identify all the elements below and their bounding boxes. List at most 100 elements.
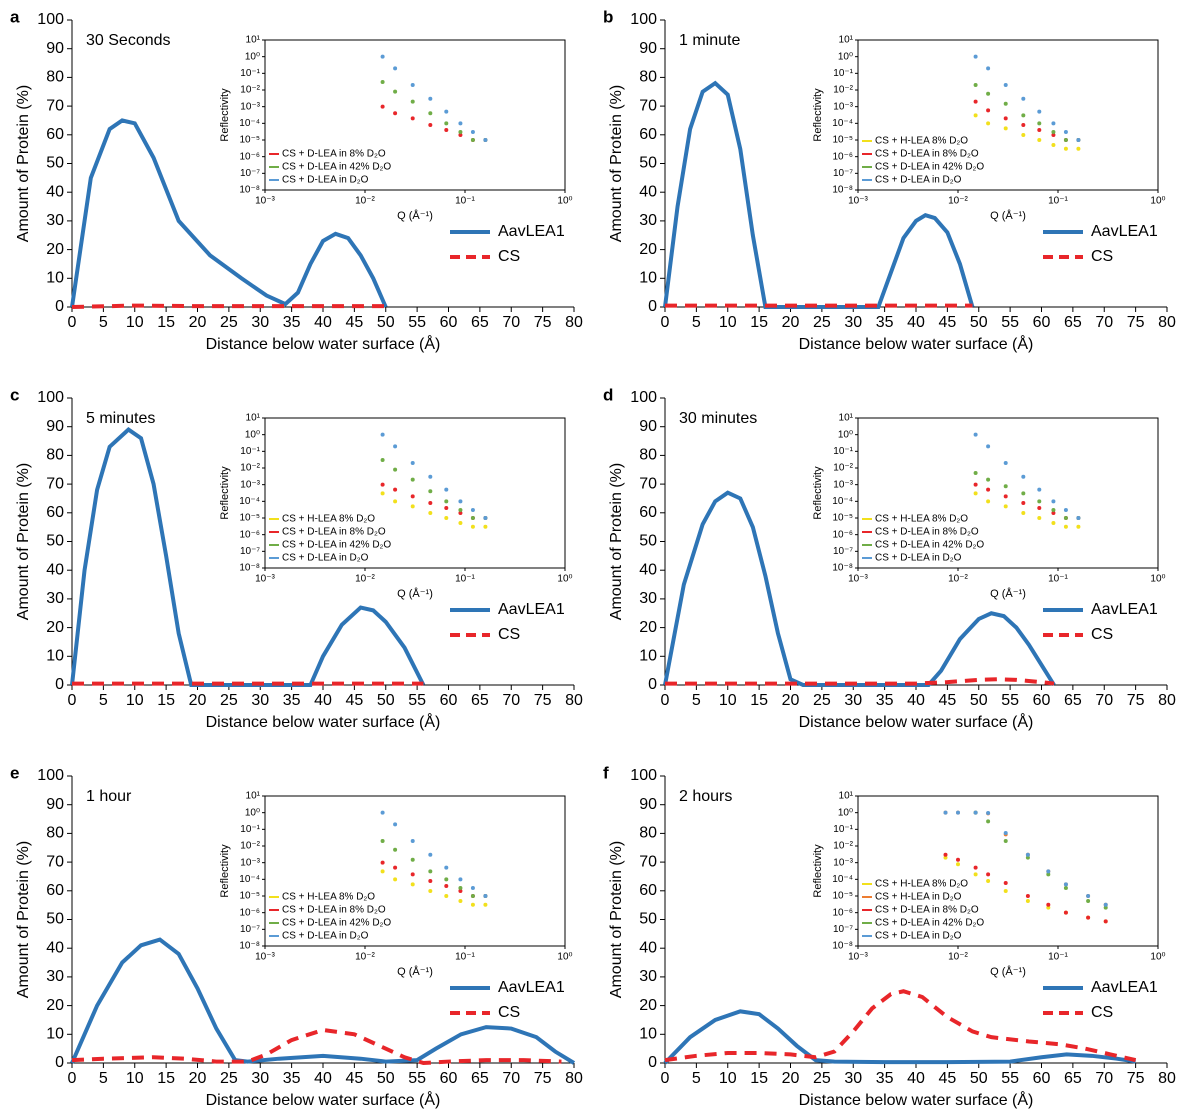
inset-point bbox=[393, 444, 398, 449]
panel-label: e bbox=[10, 763, 19, 782]
y-tick-label: 20 bbox=[46, 997, 64, 1014]
inset-legend-label: CS + D-LEA in 8% D₂O bbox=[875, 905, 979, 916]
inset-point bbox=[380, 491, 385, 496]
inset-point bbox=[1037, 127, 1042, 132]
legend-label: CS bbox=[1091, 248, 1113, 265]
data-line bbox=[663, 80, 975, 309]
inset-point bbox=[1003, 881, 1008, 886]
y-tick-label: 30 bbox=[46, 212, 64, 229]
inset-point bbox=[1063, 882, 1068, 887]
x-tick-label: 0 bbox=[68, 1070, 77, 1087]
inset-y-tick-label: 10⁻⁴ bbox=[239, 496, 260, 507]
inset-point bbox=[1003, 888, 1008, 893]
x-tick-label: 55 bbox=[1001, 314, 1019, 331]
inset-point bbox=[458, 508, 463, 513]
inset-point bbox=[393, 822, 398, 827]
inset-y-tick-label: 10⁻³ bbox=[833, 101, 853, 112]
x-tick-label: 45 bbox=[345, 692, 363, 709]
inset-y-tick-label: 10⁻⁷ bbox=[833, 924, 853, 935]
inset-point bbox=[1021, 122, 1026, 127]
x-tick-label: 10 bbox=[126, 1070, 144, 1087]
panel-title: 30 Seconds bbox=[86, 32, 171, 49]
inset-point bbox=[973, 432, 978, 437]
inset-point bbox=[1037, 121, 1042, 126]
x-tick-label: 45 bbox=[345, 314, 363, 331]
inset-x-tick-label: 10⁻² bbox=[948, 196, 968, 207]
data-line bbox=[665, 677, 1055, 686]
x-tick-label: 30 bbox=[844, 314, 862, 331]
y-tick-label: 50 bbox=[46, 911, 64, 928]
inset-point bbox=[943, 855, 948, 860]
inset-point bbox=[986, 499, 991, 504]
inset-point bbox=[1003, 460, 1008, 465]
inset-point bbox=[986, 121, 991, 126]
y-tick-label: 100 bbox=[630, 389, 657, 406]
inset-y-tick-label: 10⁻² bbox=[833, 841, 853, 852]
inset-point bbox=[986, 819, 991, 824]
inset-legend-label: CS + D-LEA in 8% D₂O bbox=[282, 527, 386, 538]
y-tick-label: 80 bbox=[46, 447, 64, 464]
inset-y-tick-label: 10⁰ bbox=[838, 429, 853, 440]
y-tick-label: 10 bbox=[639, 648, 657, 665]
y-tick-label: 90 bbox=[639, 40, 657, 57]
inset-point bbox=[444, 487, 449, 492]
inset-point bbox=[458, 888, 463, 893]
x-tick-label: 50 bbox=[377, 1070, 395, 1087]
inset-point bbox=[1051, 508, 1056, 513]
x-tick-label: 5 bbox=[99, 314, 108, 331]
inset-y-tick-label: 10⁻⁸ bbox=[832, 941, 853, 952]
inset-point bbox=[483, 894, 488, 898]
y-axis-label: Amount of Protein (%) bbox=[608, 463, 625, 620]
inset-point bbox=[410, 838, 415, 843]
x-tick-label: 25 bbox=[813, 314, 831, 331]
inset-point bbox=[428, 869, 433, 874]
inset-point bbox=[444, 894, 449, 898]
inset-point bbox=[428, 878, 433, 883]
x-tick-label: 30 bbox=[844, 1070, 862, 1087]
inset-point bbox=[470, 130, 475, 135]
inset-point bbox=[986, 872, 991, 877]
inset-point bbox=[1003, 831, 1008, 836]
inset-point bbox=[1003, 101, 1008, 106]
x-tick-label: 75 bbox=[1127, 314, 1145, 331]
inset-legend-label: CS + D-LEA in 42% D₂O bbox=[282, 540, 391, 551]
inset-point bbox=[410, 872, 415, 877]
inset-point bbox=[1063, 130, 1068, 135]
x-tick-label: 0 bbox=[68, 692, 77, 709]
inset-y-tick-label: 10⁻⁸ bbox=[239, 185, 260, 196]
x-tick-label: 65 bbox=[471, 1070, 489, 1087]
inset-y-tick-label: 10⁻⁴ bbox=[832, 874, 853, 885]
x-tick-label: 50 bbox=[970, 314, 988, 331]
x-tick-label: 60 bbox=[1033, 314, 1051, 331]
inset-point bbox=[1063, 146, 1068, 151]
x-tick-label: 20 bbox=[189, 692, 207, 709]
inset-y-tick-label: 10⁻¹ bbox=[833, 446, 853, 457]
inset-legend-label: CS + D-LEA in 8% D₂O bbox=[282, 905, 386, 916]
data-line bbox=[71, 1027, 562, 1066]
inset-point bbox=[428, 122, 433, 127]
panel-title: 1 hour bbox=[86, 788, 132, 805]
inset-point bbox=[380, 838, 385, 843]
x-axis-label: Distance below water surface (Å) bbox=[799, 334, 1034, 353]
inset-frame bbox=[857, 39, 1159, 191]
inset-point bbox=[393, 865, 398, 870]
inset-point bbox=[428, 500, 433, 505]
x-tick-label: 70 bbox=[502, 692, 520, 709]
x-tick-label: 25 bbox=[813, 1070, 831, 1087]
panel-title: 5 minutes bbox=[86, 410, 155, 427]
inset-point bbox=[1003, 838, 1008, 843]
inset-legend-label: CS + D-LEA in D₂O bbox=[282, 553, 369, 564]
x-tick-label: 30 bbox=[844, 692, 862, 709]
y-tick-label: 60 bbox=[46, 882, 64, 899]
inset-y-tick-label: 10⁻⁶ bbox=[832, 907, 853, 918]
inset-frame bbox=[857, 417, 1159, 569]
y-tick-label: 60 bbox=[639, 504, 657, 521]
x-tick-label: 35 bbox=[283, 692, 301, 709]
inset-y-tick-label: 10⁻⁶ bbox=[239, 151, 260, 162]
inset-point bbox=[973, 471, 978, 476]
inset-point bbox=[986, 66, 991, 71]
x-tick-label: 45 bbox=[938, 314, 956, 331]
inset-point bbox=[444, 121, 449, 126]
inset-point bbox=[483, 524, 488, 529]
